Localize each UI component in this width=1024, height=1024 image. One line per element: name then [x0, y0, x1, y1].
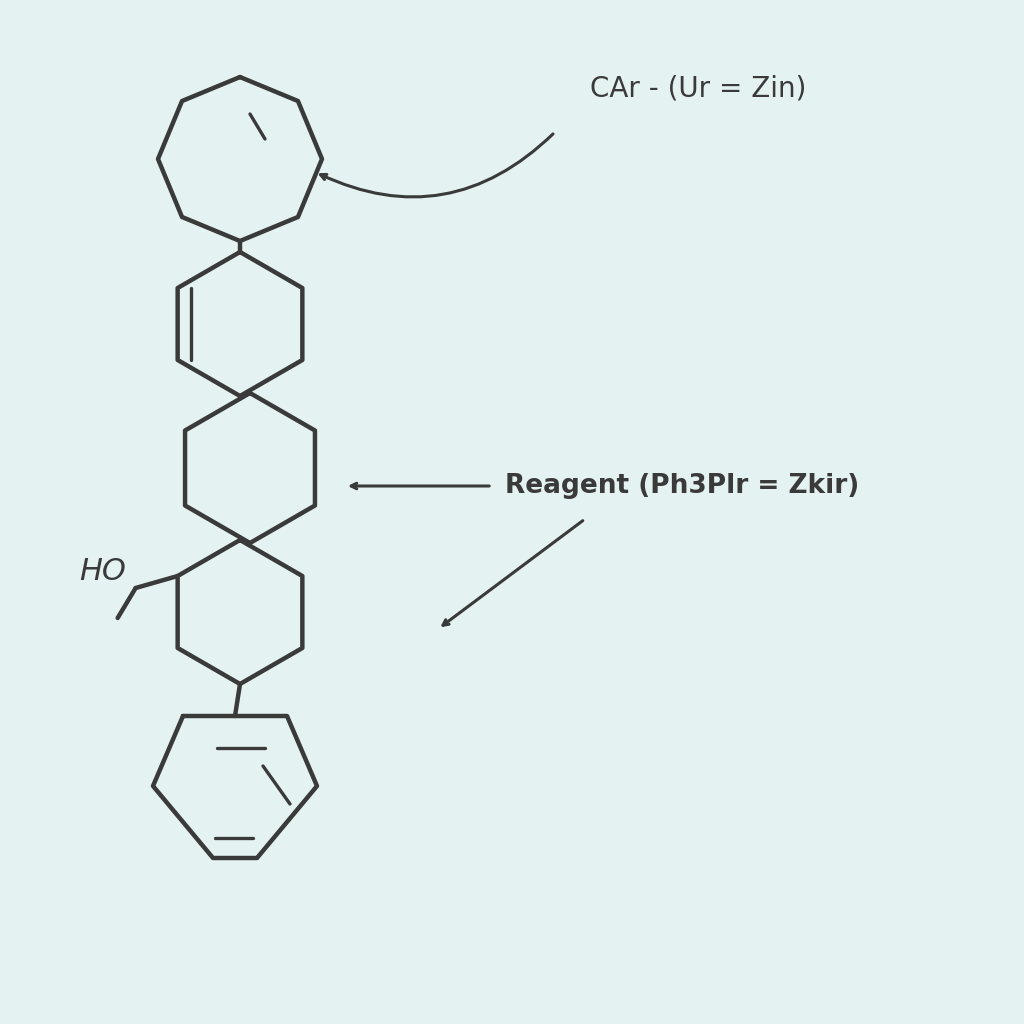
Text: Reagent (Ph3Plr = Zkir): Reagent (Ph3Plr = Zkir) [505, 473, 859, 499]
Text: CAr - (Ur = Zin): CAr - (Ur = Zin) [590, 75, 806, 103]
Text: HO: HO [80, 556, 127, 586]
